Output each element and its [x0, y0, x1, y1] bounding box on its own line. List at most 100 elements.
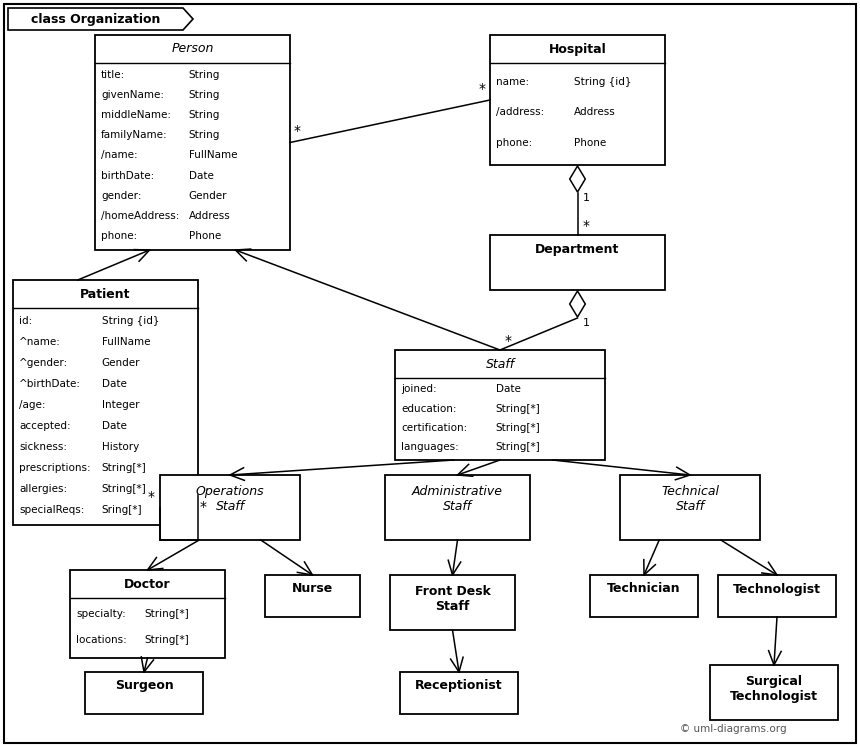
Text: specialty:: specialty:: [76, 609, 126, 619]
Text: locations:: locations:: [76, 635, 126, 645]
Text: *: *: [148, 489, 155, 503]
Text: accepted:: accepted:: [19, 421, 71, 431]
Text: ^birthDate:: ^birthDate:: [19, 379, 81, 389]
Text: Staff: Staff: [485, 358, 514, 371]
Bar: [13, 280, 198, 525]
Text: /name:: /name:: [101, 150, 138, 161]
Text: *: *: [582, 219, 589, 233]
Text: Technical
Staff: Technical Staff: [661, 485, 719, 513]
Text: String {id}: String {id}: [101, 316, 159, 326]
Text: Address: Address: [188, 211, 230, 221]
Text: String: String: [188, 131, 220, 140]
Text: String[*]: String[*]: [144, 635, 189, 645]
Text: Date: Date: [101, 379, 126, 389]
Text: familyName:: familyName:: [101, 131, 168, 140]
Text: Date: Date: [188, 170, 213, 181]
Text: String[*]: String[*]: [496, 441, 541, 452]
Text: joined:: joined:: [401, 385, 437, 394]
Text: Nurse: Nurse: [292, 583, 333, 595]
Text: Phone: Phone: [574, 138, 606, 149]
Text: String {id}: String {id}: [574, 76, 631, 87]
Text: *: *: [200, 500, 207, 514]
Text: Administrative
Staff: Administrative Staff: [412, 485, 503, 513]
Text: © uml-diagrams.org: © uml-diagrams.org: [680, 724, 787, 734]
Bar: [620, 475, 760, 540]
Bar: [490, 235, 665, 290]
Text: String: String: [188, 90, 220, 100]
Text: *: *: [505, 334, 512, 348]
Text: Technologist: Technologist: [733, 583, 821, 595]
Text: allergies:: allergies:: [19, 484, 67, 495]
Polygon shape: [8, 8, 193, 30]
Bar: [95, 35, 290, 250]
Bar: [710, 665, 838, 720]
Text: middleName:: middleName:: [101, 111, 171, 120]
Text: Surgical
Technologist: Surgical Technologist: [730, 675, 818, 703]
Polygon shape: [569, 166, 586, 192]
Bar: [490, 35, 665, 165]
Text: Integer: Integer: [101, 400, 139, 410]
Text: Date: Date: [101, 421, 126, 431]
Text: prescriptions:: prescriptions:: [19, 463, 90, 473]
Text: Receptionist: Receptionist: [415, 680, 503, 692]
Bar: [590, 575, 698, 617]
Text: String[*]: String[*]: [144, 609, 189, 619]
Text: Patient: Patient: [80, 288, 131, 300]
Text: sickness:: sickness:: [19, 442, 67, 452]
Text: specialReqs:: specialReqs:: [19, 505, 84, 515]
Bar: [70, 570, 225, 658]
Text: Doctor: Doctor: [124, 577, 171, 590]
Text: *: *: [294, 125, 301, 138]
Text: givenName:: givenName:: [101, 90, 164, 100]
Text: Gender: Gender: [101, 358, 140, 368]
Bar: [160, 475, 300, 540]
Text: Front Desk
Staff: Front Desk Staff: [415, 585, 490, 613]
Text: gender:: gender:: [101, 190, 142, 201]
Bar: [400, 672, 518, 714]
Text: /address:: /address:: [496, 108, 544, 117]
Text: FullName: FullName: [188, 150, 237, 161]
Text: Date: Date: [496, 385, 520, 394]
Text: *: *: [479, 82, 486, 96]
Bar: [385, 475, 530, 540]
Text: languages:: languages:: [401, 441, 458, 452]
Text: ^name:: ^name:: [19, 337, 61, 347]
Text: /homeAddress:: /homeAddress:: [101, 211, 180, 221]
Text: certification:: certification:: [401, 423, 467, 433]
Bar: [718, 575, 836, 617]
Text: class Organization: class Organization: [31, 13, 160, 25]
Text: Technician: Technician: [607, 583, 681, 595]
Text: 1: 1: [582, 193, 589, 203]
Text: education:: education:: [401, 403, 457, 414]
Text: String[*]: String[*]: [101, 484, 146, 495]
Text: History: History: [101, 442, 139, 452]
Text: FullName: FullName: [101, 337, 150, 347]
Text: phone:: phone:: [101, 231, 138, 241]
Text: Surgeon: Surgeon: [114, 680, 174, 692]
Text: String: String: [188, 70, 220, 80]
Bar: [265, 575, 360, 617]
Text: /age:: /age:: [19, 400, 46, 410]
Bar: [390, 575, 515, 630]
Text: Operations
Staff: Operations Staff: [196, 485, 264, 513]
Bar: [395, 350, 605, 460]
Text: Person: Person: [171, 43, 213, 55]
Text: Phone: Phone: [188, 231, 221, 241]
Text: birthDate:: birthDate:: [101, 170, 154, 181]
Text: id:: id:: [19, 316, 33, 326]
Text: String: String: [188, 111, 220, 120]
Polygon shape: [569, 291, 586, 317]
Text: 1: 1: [582, 318, 589, 328]
Text: Hospital: Hospital: [549, 43, 606, 55]
Text: Address: Address: [574, 108, 616, 117]
Text: String[*]: String[*]: [496, 403, 541, 414]
Text: name:: name:: [496, 76, 529, 87]
Text: phone:: phone:: [496, 138, 532, 149]
Text: String[*]: String[*]: [101, 463, 146, 473]
Bar: [85, 672, 203, 714]
Text: Sring[*]: Sring[*]: [101, 505, 143, 515]
Text: ^gender:: ^gender:: [19, 358, 68, 368]
Text: title:: title:: [101, 70, 126, 80]
Text: Department: Department: [535, 243, 620, 255]
Text: String[*]: String[*]: [496, 423, 541, 433]
